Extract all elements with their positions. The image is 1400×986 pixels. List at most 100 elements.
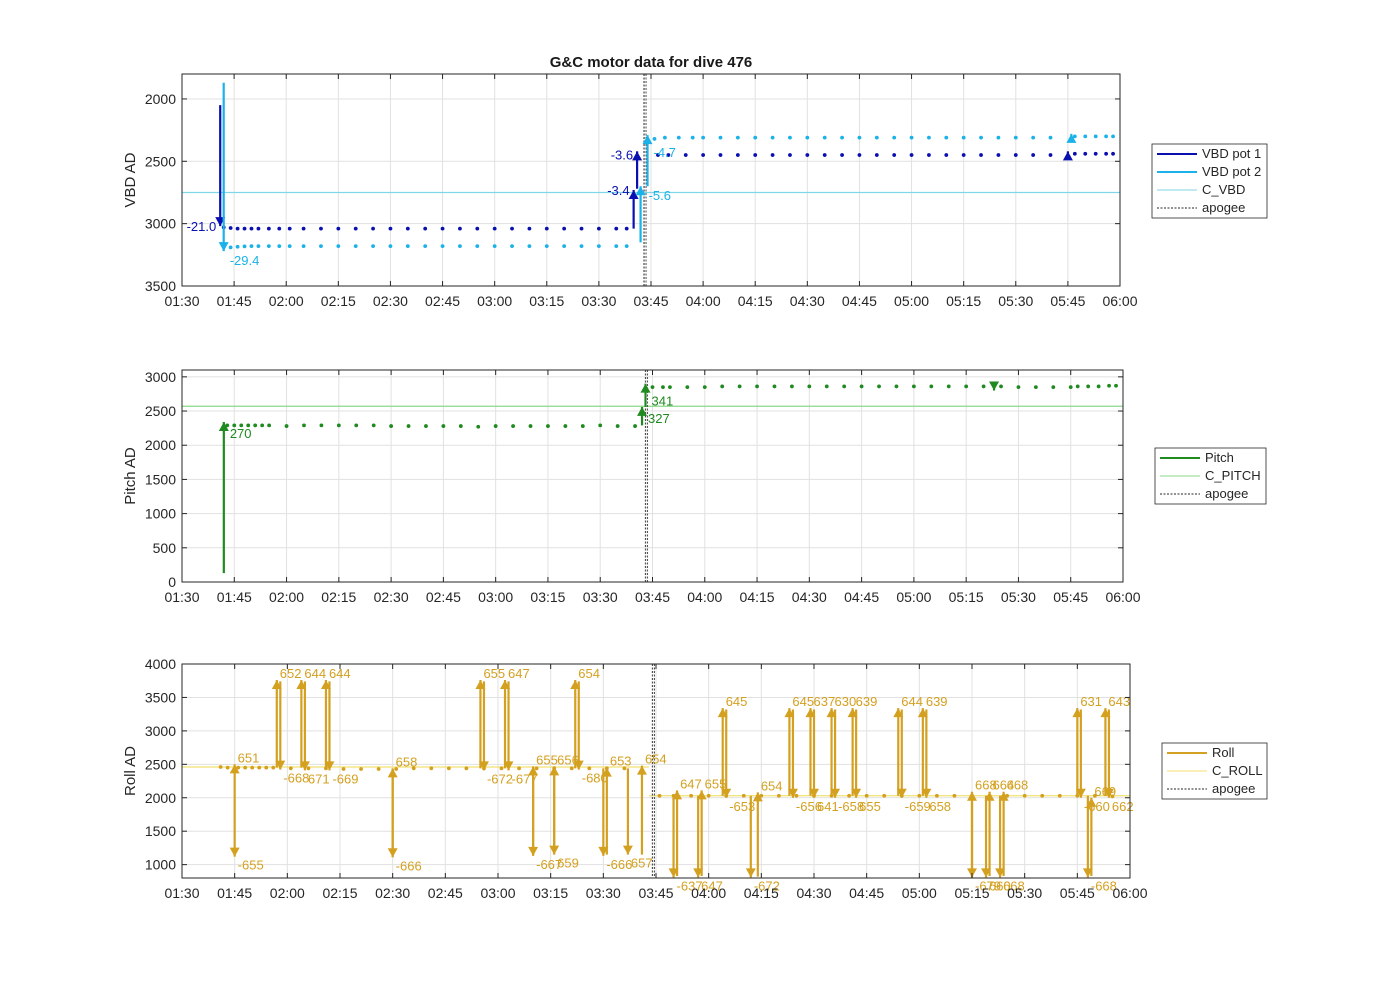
data-label: 645	[792, 694, 814, 709]
data-point	[999, 384, 1003, 389]
data-point	[429, 766, 434, 771]
data-point	[423, 226, 428, 231]
data-point	[614, 226, 619, 231]
move-arrow-head	[642, 135, 653, 145]
data-point	[788, 135, 792, 140]
data-point	[753, 153, 758, 157]
legend-entry: C_PITCH	[1205, 468, 1261, 483]
move-arrow-head	[601, 767, 612, 777]
data-point	[266, 244, 271, 248]
x-tick-label: 03:00	[478, 589, 513, 605]
move-arrow-head	[478, 761, 489, 771]
data-point	[961, 135, 966, 140]
data-point	[424, 424, 428, 428]
x-tick-label: 06:00	[1105, 589, 1140, 605]
series-vbd-pot-2: -29.4 -5.6 -4.7	[218, 82, 1115, 268]
legend-entry: apogee	[1212, 781, 1255, 796]
data-point	[1083, 134, 1088, 139]
data-point	[624, 226, 629, 231]
data-point	[302, 423, 306, 428]
data-point	[405, 244, 410, 248]
y-tick-label: 2000	[145, 437, 176, 453]
x-tick-label: 06:00	[1102, 293, 1137, 309]
data-point	[1048, 135, 1053, 140]
data-point	[1110, 794, 1115, 799]
data-point	[235, 226, 240, 231]
data-point	[805, 135, 810, 140]
data-point	[1013, 135, 1018, 140]
data-point	[371, 244, 375, 248]
data-label: -5.6	[649, 188, 671, 203]
data-point	[394, 767, 399, 771]
x-tick-label: 02:15	[321, 293, 356, 309]
data-point	[753, 135, 758, 140]
data-label: 341	[652, 394, 674, 409]
data-point	[249, 244, 254, 248]
data-point	[353, 244, 358, 248]
data-point	[225, 765, 230, 770]
data-label: -21.0	[187, 219, 217, 234]
data-point	[319, 244, 323, 248]
x-tick-label: 03:00	[477, 293, 512, 309]
data-label: 647	[701, 878, 723, 893]
panels: -21.0 -3.4 -3.6 -29.4 -5.6 -4.7 01:30 01:45 02:0…	[122, 73, 1268, 901]
data-label: 644	[329, 666, 351, 681]
data-point	[701, 135, 706, 140]
move-arrow-head	[229, 764, 240, 774]
x-tick-label: 04:45	[844, 589, 879, 605]
x-tick-label: 02:00	[269, 589, 304, 605]
data-point	[624, 244, 629, 248]
data-point	[946, 384, 951, 389]
data-point	[218, 765, 223, 769]
data-point	[718, 153, 723, 157]
data-point	[249, 226, 254, 231]
data-point	[874, 135, 879, 140]
data-point	[676, 135, 681, 140]
data-point	[633, 424, 637, 428]
data-point	[683, 153, 688, 157]
data-label: -3.4	[607, 183, 629, 198]
data-point	[528, 424, 533, 428]
data-point	[1033, 385, 1038, 389]
data-label: 327	[648, 411, 670, 426]
data-point	[794, 793, 799, 798]
y-tick-label: 3000	[145, 369, 176, 385]
x-tick-label: 03:15	[529, 293, 564, 309]
data-point	[979, 153, 983, 157]
legend-entry: VBD pot 2	[1202, 164, 1261, 179]
x-tick-label: 05:30	[1001, 589, 1036, 605]
data-label: 657	[631, 856, 653, 871]
legend-entry: apogee	[1202, 200, 1245, 215]
data-point	[246, 423, 251, 428]
move-arrow-head	[218, 421, 229, 431]
y-tick-label: 500	[153, 540, 177, 556]
x-tick-label: 05:00	[896, 589, 931, 605]
data-point	[788, 153, 792, 157]
figure-title: G&C motor data for dive 476	[550, 54, 753, 71]
move-arrow-head	[549, 766, 560, 776]
data-label: -668	[283, 771, 309, 786]
data-label: 653	[610, 754, 632, 769]
data-label: -669	[332, 771, 358, 786]
data-point	[964, 384, 969, 389]
data-point	[563, 424, 568, 428]
data-label: -659	[905, 799, 931, 814]
data-point	[388, 226, 393, 231]
data-point	[267, 423, 272, 428]
data-label: 270	[230, 426, 252, 441]
data-point	[790, 384, 794, 389]
x-tick-label: 04:15	[738, 293, 773, 309]
data-point	[770, 153, 775, 157]
data-point	[569, 766, 574, 771]
data-point	[562, 226, 567, 231]
data-point	[882, 793, 887, 798]
y-axis-label: VBD AD	[122, 152, 139, 207]
data-point	[596, 244, 601, 248]
move-arrow-head	[1062, 151, 1073, 161]
data-point	[864, 793, 869, 798]
x-tick-label: 02:15	[321, 589, 356, 605]
x-tick-label: 02:15	[322, 885, 357, 901]
data-label: 660	[989, 878, 1011, 893]
data-label: -3.6	[611, 147, 633, 162]
move-arrow-head	[1075, 788, 1086, 798]
